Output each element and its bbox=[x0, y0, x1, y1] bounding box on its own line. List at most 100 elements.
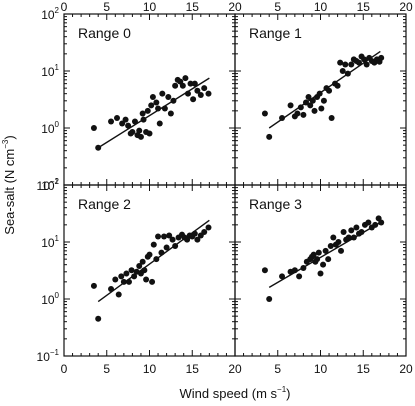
data-point bbox=[153, 256, 160, 263]
data-point bbox=[361, 56, 368, 63]
x-tick-label: 0 bbox=[61, 362, 68, 376]
data-point bbox=[314, 256, 321, 263]
data-point bbox=[90, 282, 97, 289]
data-point bbox=[296, 273, 303, 280]
y-tick-label: 102 bbox=[41, 6, 59, 22]
data-point bbox=[140, 116, 147, 123]
data-point bbox=[155, 105, 162, 112]
data-point bbox=[137, 133, 144, 140]
data-point bbox=[129, 129, 136, 136]
data-point bbox=[172, 82, 179, 89]
data-point bbox=[279, 273, 286, 280]
data-point bbox=[136, 127, 143, 134]
data-point bbox=[365, 219, 372, 226]
data-point bbox=[334, 82, 341, 89]
y-tick-label: 100 bbox=[41, 291, 59, 307]
y-tick-label: 102 bbox=[41, 177, 59, 193]
x-tick-label: 10 bbox=[314, 362, 328, 376]
x-tick-label-top: 5 bbox=[103, 0, 110, 14]
data-point bbox=[148, 102, 155, 109]
data-point bbox=[149, 93, 156, 100]
x-tick-label-top: 10 bbox=[143, 0, 157, 14]
data-point bbox=[205, 224, 212, 231]
data-point bbox=[300, 111, 307, 118]
data-point bbox=[122, 116, 129, 123]
data-point bbox=[149, 278, 156, 285]
data-point bbox=[320, 261, 327, 268]
data-point bbox=[95, 315, 102, 322]
data-point bbox=[358, 228, 365, 235]
y-axis-label: Sea-salt (N cm−3) bbox=[1, 135, 17, 234]
data-point bbox=[279, 114, 286, 121]
data-point bbox=[170, 97, 177, 104]
x-tick-label-top: 10 bbox=[314, 0, 328, 14]
data-point bbox=[297, 104, 304, 111]
data-point bbox=[339, 68, 346, 74]
data-point bbox=[125, 278, 132, 285]
data-point bbox=[115, 291, 122, 298]
data-point bbox=[136, 262, 143, 269]
data-point bbox=[378, 54, 385, 61]
data-point bbox=[146, 130, 153, 137]
panel-3: Range 3 bbox=[234, 184, 407, 357]
x-axis-label: Wind speed (m s−1) bbox=[179, 385, 290, 401]
data-point bbox=[348, 61, 355, 68]
x-tick-label: 15 bbox=[357, 362, 371, 376]
data-point bbox=[363, 61, 370, 68]
data-point bbox=[108, 285, 115, 292]
data-point bbox=[348, 227, 355, 234]
y-tick-label: 10−1 bbox=[37, 348, 60, 364]
data-point bbox=[161, 233, 168, 240]
panel-label: Range 0 bbox=[78, 25, 131, 41]
data-point bbox=[161, 105, 168, 112]
x-tick-label-top: 15 bbox=[186, 0, 200, 14]
panel-label: Range 3 bbox=[249, 196, 302, 212]
data-point bbox=[320, 97, 327, 104]
data-point bbox=[114, 114, 121, 121]
data-point bbox=[317, 270, 324, 277]
data-point bbox=[310, 251, 317, 258]
data-point bbox=[123, 270, 130, 277]
data-point bbox=[197, 91, 204, 98]
panels-group: Range 0 Range 1 Range 2 Range 3 bbox=[63, 13, 407, 357]
data-point bbox=[266, 133, 273, 140]
data-point bbox=[112, 276, 119, 283]
x-tick-label: 5 bbox=[103, 362, 110, 376]
data-point bbox=[146, 251, 153, 258]
data-point bbox=[294, 110, 301, 117]
data-point bbox=[184, 90, 191, 97]
data-point bbox=[125, 122, 132, 129]
data-point bbox=[128, 267, 135, 274]
panel-label: Range 2 bbox=[78, 196, 131, 212]
data-point bbox=[163, 244, 170, 251]
data-point bbox=[182, 75, 189, 82]
data-point bbox=[201, 228, 208, 235]
data-point bbox=[201, 85, 208, 92]
data-point bbox=[322, 247, 329, 254]
data-point bbox=[307, 102, 314, 109]
data-point bbox=[330, 234, 337, 241]
data-point bbox=[144, 107, 151, 114]
data-point bbox=[191, 230, 198, 237]
data-point bbox=[318, 105, 325, 112]
data-point bbox=[155, 233, 162, 240]
data-point bbox=[316, 90, 323, 97]
bottom-x-tick-labels: 0 5 10 15 20 5 10 15 20 bbox=[61, 362, 413, 376]
data-point bbox=[305, 93, 312, 100]
x-tick-label-top: 20 bbox=[228, 0, 242, 14]
data-point bbox=[194, 87, 201, 94]
data-point bbox=[326, 87, 333, 94]
data-point bbox=[194, 236, 201, 243]
data-point bbox=[141, 267, 148, 274]
top-x-tick-labels: 0 5 10 15 20 5 10 15 20 bbox=[61, 0, 413, 14]
data-point bbox=[311, 107, 318, 114]
data-point bbox=[179, 82, 186, 89]
data-point bbox=[172, 243, 179, 250]
data-point bbox=[90, 125, 97, 131]
x-tick-label: 15 bbox=[186, 362, 200, 376]
data-point bbox=[291, 267, 298, 274]
data-point bbox=[169, 236, 176, 243]
data-point bbox=[120, 278, 127, 285]
data-point bbox=[131, 273, 138, 280]
